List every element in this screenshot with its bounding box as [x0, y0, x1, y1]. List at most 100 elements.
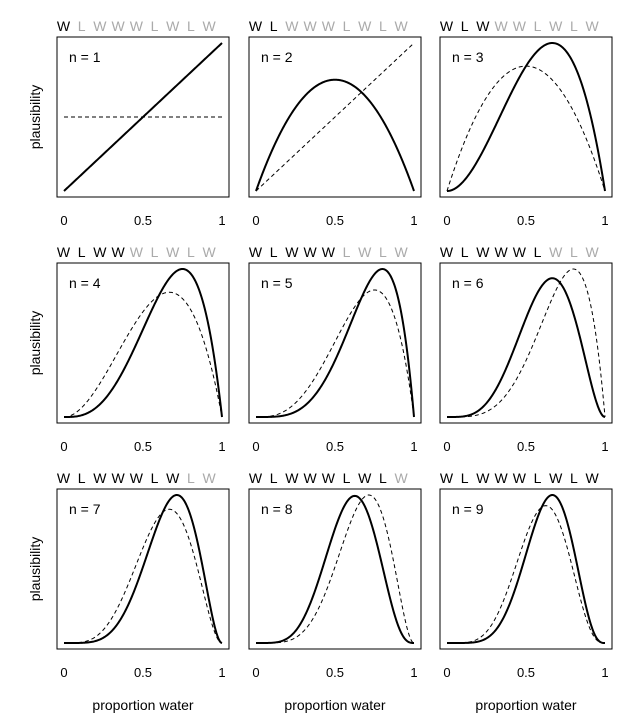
- sequence-letter: L: [187, 18, 195, 34]
- posterior-curve: [256, 494, 414, 644]
- sequence-letter: W: [322, 470, 336, 486]
- prior-curve: [447, 505, 605, 644]
- sequence-letter: W: [202, 470, 216, 486]
- x-axis-label: proportion water: [475, 697, 577, 713]
- sequence-letter: W: [440, 18, 454, 34]
- sequence-letter: W: [513, 18, 527, 34]
- sequence-letter: L: [78, 470, 86, 486]
- sequence-letter: W: [322, 244, 336, 260]
- sequence-letter: W: [57, 244, 71, 260]
- x-tick-label: 0.5: [134, 665, 152, 680]
- x-tick-label: 1: [601, 213, 608, 228]
- x-tick-label: 1: [410, 439, 417, 454]
- sequence-letter: L: [343, 18, 351, 34]
- x-tick-label: 1: [218, 213, 225, 228]
- sequence-letter: L: [570, 18, 578, 34]
- panel-7: W L W W W L W L Wn = 70 0.5 1plausibilityproportio…: [27, 470, 230, 713]
- x-tick-label: 0: [252, 665, 259, 680]
- sequence-letter: W: [549, 470, 563, 486]
- sequence-letter: L: [343, 470, 351, 486]
- sequence-letter: W: [358, 18, 372, 34]
- sample-size-label: n = 5: [261, 275, 293, 291]
- sequence-letter: L: [379, 244, 387, 260]
- prior-curve: [256, 289, 415, 418]
- sequence-letter: L: [187, 470, 195, 486]
- x-tick-label: 0.5: [326, 665, 344, 680]
- sample-size-label: n = 7: [69, 501, 101, 517]
- sample-size-label: n = 3: [452, 49, 484, 65]
- posterior-curve: [255, 78, 415, 192]
- panel-6: W L W W W L W L Wn = 60 0.5 1: [439, 244, 613, 454]
- sample-size-label: n = 1: [69, 49, 101, 65]
- sequence-letter: L: [570, 244, 578, 260]
- x-tick-label: 1: [218, 439, 225, 454]
- sample-size-label: n = 2: [261, 49, 293, 65]
- sequence-letter: L: [151, 244, 159, 260]
- sequence-letter: L: [379, 18, 387, 34]
- x-tick-label: 0.5: [134, 439, 152, 454]
- sample-size-label: n = 9: [452, 501, 484, 517]
- sequence-letter: W: [476, 470, 490, 486]
- x-tick-label: 0.5: [517, 665, 535, 680]
- sequence-letter: L: [461, 244, 469, 260]
- sequence-letter: W: [440, 470, 454, 486]
- sequence-letter: W: [285, 18, 299, 34]
- sequence-letter: L: [570, 470, 578, 486]
- sequence-letter: W: [585, 470, 599, 486]
- x-tick-label: 0: [60, 665, 67, 680]
- sample-size-label: n = 6: [452, 275, 484, 291]
- sequence-letter: W: [202, 18, 216, 34]
- sequence-letter: L: [534, 470, 542, 486]
- x-axis-label: proportion water: [92, 697, 194, 713]
- sequence-letter: W: [303, 244, 317, 260]
- sequence-letter: W: [249, 18, 263, 34]
- sequence-letter: L: [534, 18, 542, 34]
- x-tick-label: 0.5: [326, 213, 344, 228]
- x-axis-label: proportion water: [284, 697, 386, 713]
- sequence-letter: W: [93, 244, 107, 260]
- panel-2: W L W W W L W L Wn = 20 0.5 1: [248, 18, 422, 228]
- sequence-letter: L: [461, 470, 469, 486]
- x-tick-label: 0: [252, 439, 259, 454]
- sequence-letter: W: [57, 470, 71, 486]
- sequence-letter: W: [394, 18, 408, 34]
- sequence-letter: W: [111, 470, 125, 486]
- posterior-curve: [256, 267, 415, 418]
- panel-frame: [439, 262, 613, 424]
- panel-5: W L W W W L W L Wn = 50 0.5 1: [248, 244, 422, 454]
- sequence-letter: W: [166, 470, 180, 486]
- x-tick-label: 0.5: [134, 213, 152, 228]
- sequence-letter: W: [358, 470, 372, 486]
- sequence-letter: W: [585, 18, 599, 34]
- sequence-letter: W: [249, 244, 263, 260]
- sequence-letter: W: [394, 244, 408, 260]
- sample-size-label: n = 4: [69, 275, 101, 291]
- sequence-letter: L: [270, 244, 278, 260]
- sequence-letter: W: [130, 18, 144, 34]
- sequence-letter: W: [93, 470, 107, 486]
- prior-curve: [64, 508, 223, 644]
- sequence-letter: W: [111, 18, 125, 34]
- y-axis-label: plausibility: [27, 85, 43, 150]
- prior-curve: [447, 268, 606, 418]
- panel-frame: [56, 488, 230, 650]
- y-axis-label: plausibility: [27, 311, 43, 376]
- sequence-letter: W: [494, 470, 508, 486]
- sequence-letter: W: [513, 244, 527, 260]
- x-tick-label: 0: [60, 213, 67, 228]
- sequence-letter: W: [549, 18, 563, 34]
- panel-3: W L W W W L W L Wn = 30 0.5 1: [439, 18, 613, 228]
- panel-frame: [56, 262, 230, 424]
- prior-curve: [255, 42, 415, 192]
- sequence-letter: W: [513, 470, 527, 486]
- panel-frame: [439, 36, 613, 198]
- posterior-curve: [63, 42, 223, 192]
- sample-size-label: n = 8: [261, 501, 293, 517]
- posterior-curve: [446, 41, 606, 192]
- sequence-letter: W: [585, 244, 599, 260]
- posterior-curve: [64, 493, 223, 644]
- sequence-letter: W: [285, 244, 299, 260]
- posterior-curve: [447, 277, 606, 418]
